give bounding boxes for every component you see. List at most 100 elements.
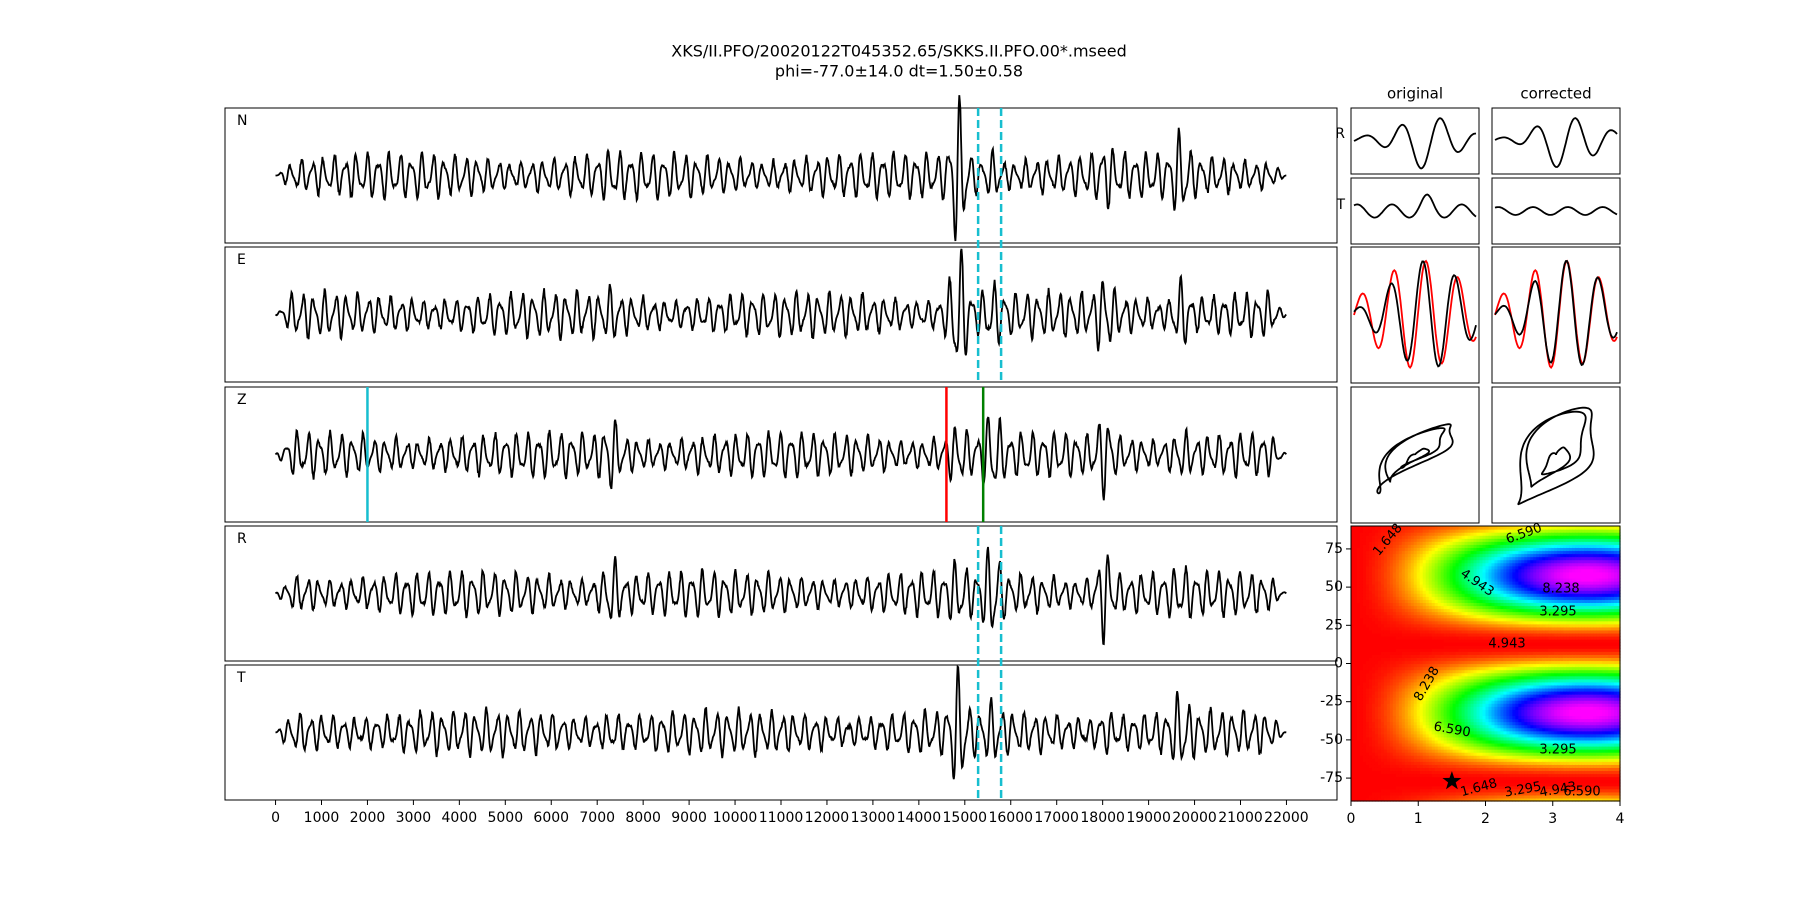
surface-cell	[1425, 755, 1430, 759]
surface-cell	[1461, 764, 1466, 768]
surface-cell	[1443, 785, 1448, 790]
surface-cell	[1488, 593, 1493, 597]
surface-cell	[1485, 617, 1490, 622]
surface-cell	[1503, 559, 1508, 564]
surface-cell	[1440, 703, 1445, 707]
surface-cell	[1503, 623, 1508, 628]
surface-cell	[1440, 718, 1445, 723]
surface-cell	[1398, 568, 1403, 573]
surface-cell	[1377, 577, 1382, 582]
surface-cell	[1473, 782, 1478, 787]
surface-cell	[1512, 776, 1516, 781]
surface-cell	[1452, 626, 1457, 631]
surface-cell	[1470, 752, 1475, 756]
surface-cell	[1428, 785, 1433, 790]
surface-cell	[1362, 651, 1367, 655]
surface-cell	[1506, 736, 1511, 741]
surface-cell	[1351, 532, 1355, 536]
surface-cell	[1491, 709, 1496, 713]
surface-cell	[1488, 636, 1493, 640]
surface-cell	[1452, 596, 1457, 600]
surface-cell	[1434, 785, 1439, 790]
surface-cell	[1351, 654, 1355, 658]
surface-cell	[1416, 666, 1421, 671]
surface-cell	[1455, 577, 1460, 582]
surface-cell	[1365, 538, 1370, 542]
surface-cell	[1431, 581, 1436, 585]
surface-cell	[1440, 550, 1445, 555]
surface-cell	[1452, 770, 1457, 775]
surface-cell	[1392, 645, 1397, 649]
surface-cell	[1512, 706, 1516, 710]
surface-cell	[1359, 724, 1364, 729]
surface-cell	[1434, 654, 1439, 658]
surface-cell	[1407, 675, 1412, 680]
surface-cell	[1359, 593, 1364, 597]
surface-cell	[1476, 581, 1481, 585]
surface-cell	[1452, 532, 1457, 536]
surface-cell	[1479, 730, 1484, 735]
surface-cell	[1482, 605, 1487, 610]
surface-cell	[1365, 709, 1370, 713]
surface-cell	[1476, 620, 1481, 625]
surface-cell	[1488, 733, 1493, 738]
surface-cell	[1383, 590, 1388, 594]
surface-cell	[1467, 632, 1472, 637]
surface-cell	[1374, 614, 1379, 619]
surface-cell	[1449, 651, 1454, 655]
surface-cell	[1452, 538, 1457, 542]
surface-cell	[1488, 629, 1493, 634]
surface-cell	[1467, 565, 1472, 570]
surface-cell	[1467, 721, 1472, 726]
surface-cell	[1410, 681, 1415, 686]
surface-cell	[1488, 532, 1493, 536]
surface-cell	[1437, 623, 1442, 628]
surface-cell	[1392, 672, 1397, 677]
surface-cell	[1380, 736, 1385, 741]
surface-cell	[1410, 639, 1415, 643]
surface-cell	[1365, 687, 1370, 692]
surface-cell	[1500, 602, 1505, 607]
surface-cell	[1377, 678, 1382, 683]
surface-cell	[1497, 785, 1502, 790]
surface-cell	[1377, 733, 1382, 738]
surface-cell	[1506, 761, 1511, 765]
surface-cell	[1389, 568, 1394, 573]
surface-cell	[1404, 672, 1409, 677]
surface-cell	[1377, 568, 1382, 573]
surface-cell	[1410, 739, 1415, 744]
surface-cell	[1392, 770, 1397, 775]
surface-cell	[1380, 788, 1385, 793]
surface-cell	[1443, 767, 1448, 772]
surface-cell	[1374, 651, 1379, 655]
surface-cell	[1431, 538, 1436, 542]
surface-cell	[1395, 568, 1400, 573]
surface-cell	[1458, 709, 1463, 713]
surface-cell	[1476, 764, 1481, 768]
surface-cell	[1437, 562, 1442, 567]
surface-cell	[1470, 709, 1475, 713]
surface-cell	[1365, 577, 1370, 582]
surface-cell	[1506, 672, 1511, 677]
surface-cell	[1368, 547, 1373, 552]
surface-cell	[1416, 761, 1421, 765]
surface-cell	[1467, 645, 1472, 649]
surface-cell	[1458, 694, 1463, 698]
surface-cell	[1464, 718, 1469, 723]
surface-cell	[1389, 779, 1394, 784]
surface-cell	[1383, 776, 1388, 781]
surface-cell	[1446, 526, 1451, 530]
surface-cell	[1434, 727, 1439, 732]
surface-cell	[1461, 574, 1466, 579]
surface-cell	[1461, 687, 1466, 692]
surface-cell	[1407, 721, 1412, 726]
surface-cell	[1491, 605, 1496, 610]
surface-cell	[1434, 532, 1439, 536]
surface-cell	[1371, 788, 1376, 793]
surface-cell	[1464, 632, 1469, 637]
surface-cell	[1389, 797, 1394, 802]
surface-cell	[1461, 669, 1466, 674]
surface-cell	[1371, 632, 1376, 637]
surface-cell	[1446, 587, 1451, 591]
surface-cell	[1356, 596, 1361, 600]
